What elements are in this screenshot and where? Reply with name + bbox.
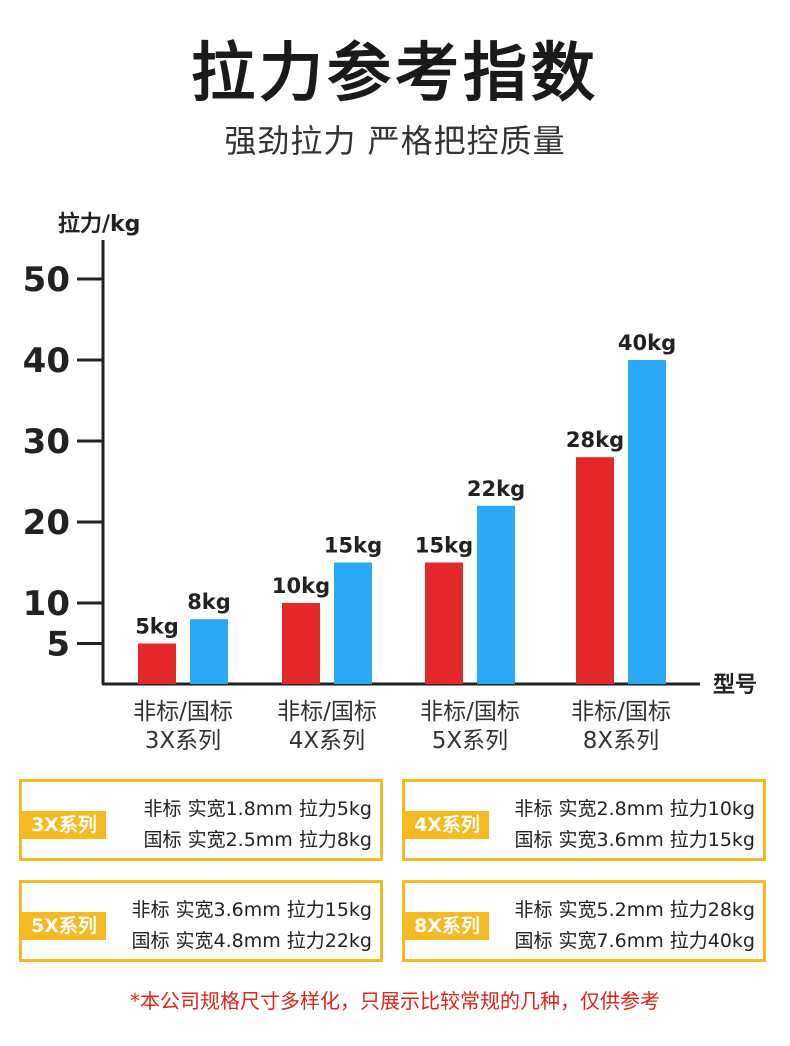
tension-bar-chart: 拉力/kg 型号 510 20 30 40 50 5kg 10kg 15kg 28kg 8kg 15… — [23, 211, 757, 754]
y-axis-label: 拉力/kg — [58, 211, 140, 237]
spec-card-8x: 8X系列 非标 实宽5.2mm 拉力28kg 国标 实宽7.6mm 拉力40kg — [402, 880, 766, 962]
page-title: 拉力参考指数 — [191, 37, 599, 111]
bar-value-label: 8kg — [187, 590, 231, 614]
spec-lines: 非标 实宽5.2mm 拉力28kg 国标 实宽7.6mm 拉力40kg — [514, 895, 755, 957]
spec-line-non-standard: 非标 实宽5.2mm 拉力28kg — [514, 899, 755, 921]
spec-tag: 3X系列 — [22, 811, 106, 839]
spec-lines: 非标 实宽3.6mm 拉力15kg 国标 实宽4.8mm 拉力22kg — [131, 895, 372, 957]
bar — [138, 643, 176, 684]
x-tick-label: 5X系列 — [432, 728, 508, 754]
spec-line-non-standard: 非标 实宽1.8mm 拉力5kg — [143, 798, 372, 820]
bar — [282, 603, 320, 684]
spec-line-national-standard: 国标 实宽3.6mm 拉力15kg — [514, 829, 755, 851]
spec-lines: 非标 实宽1.8mm 拉力5kg 国标 实宽2.5mm 拉力8kg — [144, 794, 372, 856]
x-tick-label: 8X系列 — [583, 728, 659, 754]
bar-value-label: 10kg — [272, 574, 330, 598]
spec-tag: 8X系列 — [405, 912, 489, 940]
spec-line-non-standard: 非标 实宽3.6mm 拉力15kg — [131, 899, 372, 921]
y-tick-label: 20 — [23, 503, 70, 543]
y-tick-label: 5 — [46, 625, 70, 665]
bar — [477, 505, 515, 684]
y-tick-label: 10 — [23, 584, 70, 624]
spec-card-4x: 4X系列 非标 实宽2.8mm 拉力10kg 国标 实宽3.6mm 拉力15kg — [402, 779, 766, 861]
x-tick-label: 4X系列 — [289, 728, 365, 754]
spec-line-non-standard: 非标 实宽2.8mm 拉力10kg — [514, 798, 755, 820]
x-tick-label: 非标/国标 — [420, 699, 520, 725]
bar-value-label: 28kg — [566, 428, 624, 452]
x-axis-label: 型号 — [713, 673, 757, 698]
bar-value-label: 5kg — [135, 615, 179, 639]
x-tick-label: 非标/国标 — [277, 699, 377, 725]
spec-line-national-standard: 国标 实宽7.6mm 拉力40kg — [514, 930, 755, 952]
spec-card-3x: 3X系列 非标 实宽1.8mm 拉力5kg 国标 实宽2.5mm 拉力8kg — [19, 779, 383, 861]
bar-value-label: 15kg — [324, 534, 382, 558]
bar-value-label: 40kg — [618, 331, 676, 355]
bar — [190, 619, 228, 684]
x-tick-label: 3X系列 — [145, 728, 221, 754]
spec-line-national-standard: 国标 实宽4.8mm 拉力22kg — [131, 930, 372, 952]
bar — [334, 562, 372, 684]
spec-line-national-standard: 国标 实宽2.5mm 拉力8kg — [143, 829, 372, 851]
bar — [425, 562, 463, 684]
bar-value-label: 15kg — [415, 534, 473, 558]
spec-lines: 非标 实宽2.8mm 拉力10kg 国标 实宽3.6mm 拉力15kg — [514, 794, 755, 856]
bar-value-label: 22kg — [467, 477, 525, 501]
spec-card-5x: 5X系列 非标 实宽3.6mm 拉力15kg 国标 实宽4.8mm 拉力22kg — [19, 880, 383, 962]
spec-tag: 4X系列 — [405, 811, 489, 839]
spec-tag: 5X系列 — [22, 912, 106, 940]
footnote: *本公司规格尺寸多样化，只展示比较常规的几种，仅供参考 — [130, 989, 660, 1013]
x-tick-label: 非标/国标 — [571, 699, 671, 725]
page-subtitle: 强劲拉力 严格把控质量 — [224, 122, 566, 160]
x-tick-label: 非标/国标 — [133, 699, 233, 725]
bar — [628, 360, 666, 684]
y-tick-label: 40 — [23, 341, 70, 381]
y-tick-label: 50 — [23, 260, 70, 300]
y-tick-label: 30 — [23, 422, 70, 462]
bar — [576, 457, 614, 684]
